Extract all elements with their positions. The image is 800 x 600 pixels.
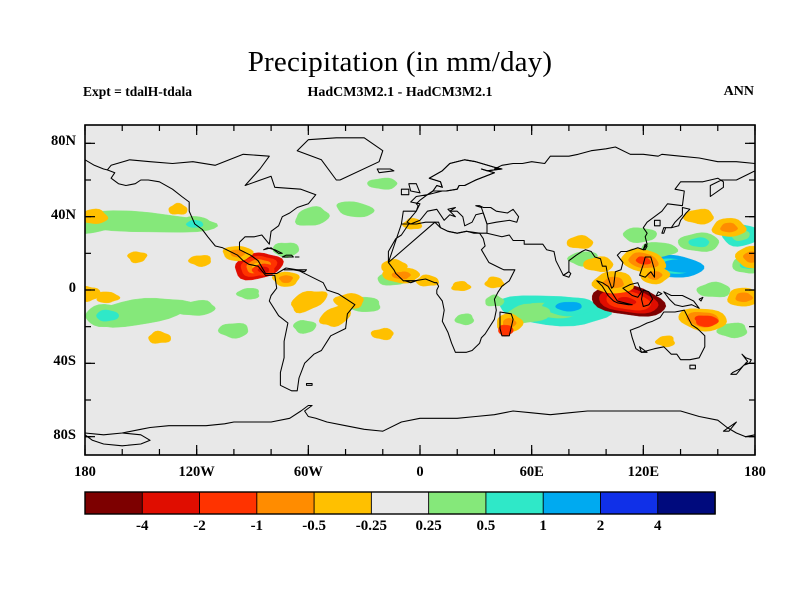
colorbar-tick-label: -2 xyxy=(193,518,206,534)
x-tick-label: 60W xyxy=(293,464,323,480)
x-tick-label: 120E xyxy=(627,464,660,480)
x-tick-label: 180 xyxy=(74,464,96,480)
coastlines xyxy=(85,137,755,447)
colorbar-tick-label: -1 xyxy=(250,518,264,534)
colorbar xyxy=(84,491,716,515)
y-tick-label: 80N xyxy=(51,133,76,150)
colorbar-tick-label: 1 xyxy=(539,518,547,534)
axis-ticks xyxy=(84,125,756,455)
y-tick-label: 40S xyxy=(53,353,76,370)
y-tick-label: 0 xyxy=(68,280,76,296)
model-subtitle: HadCM3M2.1 - HadCM3M2.1 xyxy=(307,85,493,100)
page-title: Precipitation (in mm/day) xyxy=(247,46,553,78)
x-tick-label: 0 xyxy=(416,464,424,480)
map-background xyxy=(85,125,755,455)
x-tick-label: 180 xyxy=(744,464,766,480)
colorbar-tick-label: 0.5 xyxy=(476,518,496,534)
colorbar-tick-label: -4 xyxy=(136,518,149,534)
colorbar-tick-label: -0.25 xyxy=(355,518,387,534)
x-tick-label: 120W xyxy=(178,464,215,480)
y-tick-label: 80S xyxy=(53,426,76,443)
anomaly-field xyxy=(85,177,755,348)
colorbar-tick-label: 0.25 xyxy=(415,518,442,534)
season-label: ANN xyxy=(723,84,754,99)
y-tick-label: 40N xyxy=(51,206,76,223)
colorbar-tick-label: 4 xyxy=(653,518,662,534)
x-tick-label: 60E xyxy=(519,464,544,480)
experiment-label: Expt = tdalH-tdala xyxy=(83,84,192,99)
colorbar-tick-label: 2 xyxy=(596,518,605,534)
colorbar-tick-label: -0.5 xyxy=(302,518,326,534)
